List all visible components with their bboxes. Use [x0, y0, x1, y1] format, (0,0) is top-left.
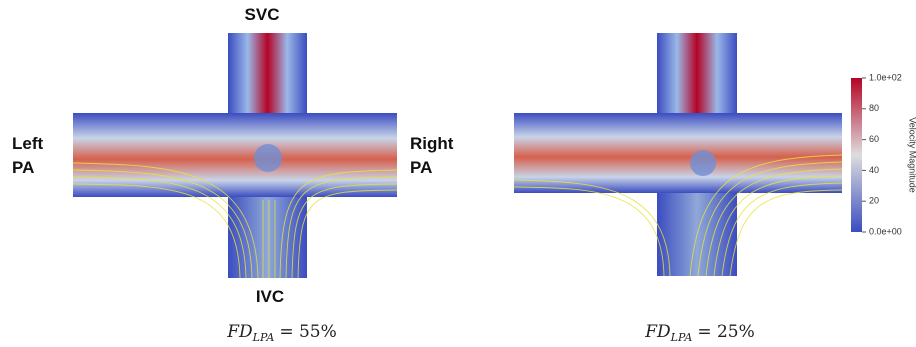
caption-rest: = 25%: [697, 322, 754, 342]
label-right: PA: [410, 158, 432, 177]
label-right: Right: [410, 134, 454, 153]
caption: FDLPA = 25%: [644, 322, 755, 344]
caption-rest: = 55%: [279, 322, 336, 342]
caption-main: FD: [644, 322, 671, 342]
label-svc: SVC: [245, 5, 280, 24]
label-left: Left: [12, 134, 44, 153]
colorbar-title: Velocity Magnitude: [908, 117, 916, 193]
label-left: PA: [12, 158, 34, 177]
colorbar-tick-label: 1.0e+02: [869, 72, 902, 82]
colorbar-tick-label: 80: [869, 103, 879, 113]
caption-main: FD: [226, 322, 253, 342]
flow-panel-left: [72, 33, 398, 279]
colorbar-tick-label: 40: [869, 165, 879, 175]
colorbar: [851, 78, 862, 232]
colorbar-tick-label: 60: [869, 134, 879, 144]
colorbar-tick-label: 0.0e+00: [869, 226, 902, 236]
caption-sub: LPA: [670, 331, 693, 344]
flow-panel-right: [513, 33, 843, 277]
caption: FDLPA = 55%: [226, 322, 337, 344]
label-ivc: IVC: [256, 287, 284, 306]
caption-sub: LPA: [252, 331, 275, 344]
colorbar-tick-label: 20: [869, 196, 879, 206]
